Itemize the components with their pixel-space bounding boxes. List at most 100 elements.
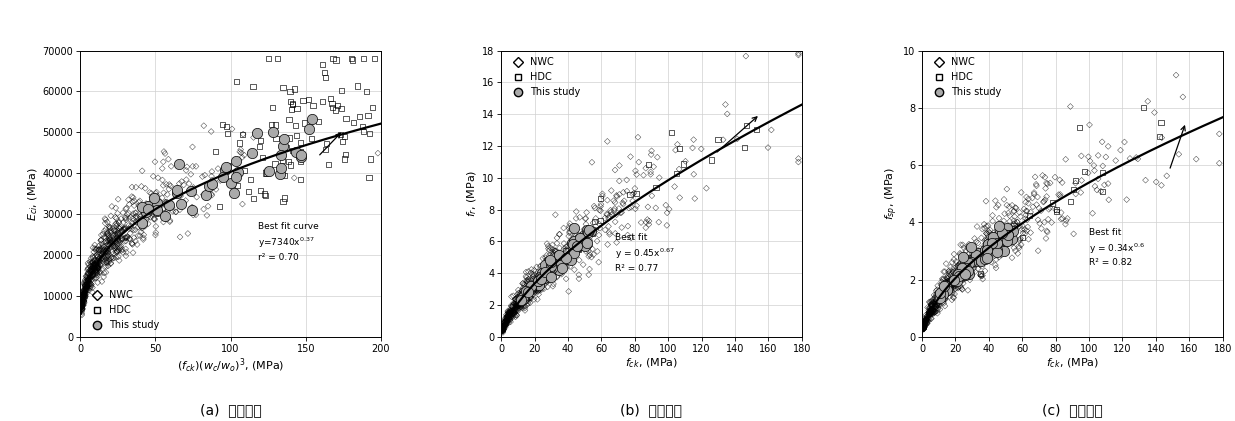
Point [976,268,995,274]
Point [513,295,532,301]
Point [95,246,115,253]
Point [993,249,1013,256]
Point [104,231,124,238]
Point [939,268,958,275]
Point [982,240,1002,246]
Point [114,219,133,226]
Point [79,261,99,268]
Point [85,257,105,264]
Point [135,223,154,229]
Point [957,245,977,251]
Point [1011,241,1031,248]
Point [537,269,557,276]
Point [641,151,661,158]
Point [85,269,105,275]
Point [1166,72,1186,78]
Point [930,290,950,297]
Point [126,209,146,216]
Point [936,287,956,294]
Point [336,151,356,157]
Point [72,300,91,306]
Point [508,291,527,298]
Point [708,136,727,143]
Point [153,218,173,225]
Point [529,286,548,293]
Point [522,282,542,288]
Point [498,318,517,325]
Point [583,230,603,237]
Point [1173,93,1193,100]
Point [564,225,584,232]
Point [531,263,551,269]
Point [550,268,569,274]
Point [77,285,96,291]
Point [161,182,180,189]
Point [100,256,120,262]
Point [167,187,186,194]
Point [977,255,997,262]
Point [926,304,946,310]
Point [1029,248,1049,254]
Point [569,275,589,282]
Point [557,245,577,252]
Point [542,248,562,255]
Point [493,326,513,333]
Point [72,304,91,311]
Point [1018,208,1037,214]
Point [530,286,550,293]
Point [914,326,934,333]
Point [1002,254,1021,261]
Point [80,282,100,289]
Point [921,306,941,312]
Point [927,289,947,296]
Point [940,281,960,288]
Point [219,163,238,170]
Point [937,280,957,287]
Point [165,208,185,215]
Point [98,237,117,244]
Point [981,250,1000,257]
Point [937,287,957,293]
Point [524,288,543,295]
Point [153,158,173,165]
Point [86,259,106,266]
Point [1035,219,1055,226]
Point [1004,217,1024,224]
Point [84,265,104,272]
Point [950,266,969,273]
Point [638,161,658,168]
Point [107,236,127,243]
Point [513,294,532,301]
Point [283,100,303,107]
Point [1170,151,1189,157]
Point [551,254,571,261]
Point [983,232,1003,238]
Point [198,203,217,210]
Point [500,313,520,320]
Point [496,318,516,325]
Point [75,285,95,291]
Point [75,286,95,293]
Point [590,217,610,224]
Point [987,204,1007,210]
Point [290,158,310,165]
Point [499,319,519,326]
Point [156,150,175,157]
Point [72,303,91,309]
Point [963,248,983,255]
Point [1034,199,1053,205]
Point [103,239,122,245]
Point [1019,195,1039,202]
Point [72,299,91,306]
Point [511,294,531,301]
Point [501,308,521,314]
Point [84,257,104,264]
Point [963,255,983,262]
Point [514,285,534,291]
Point [495,319,515,325]
Point [521,295,541,301]
Point [511,303,531,309]
Point [789,155,809,162]
Point [72,302,91,309]
Point [498,317,517,324]
